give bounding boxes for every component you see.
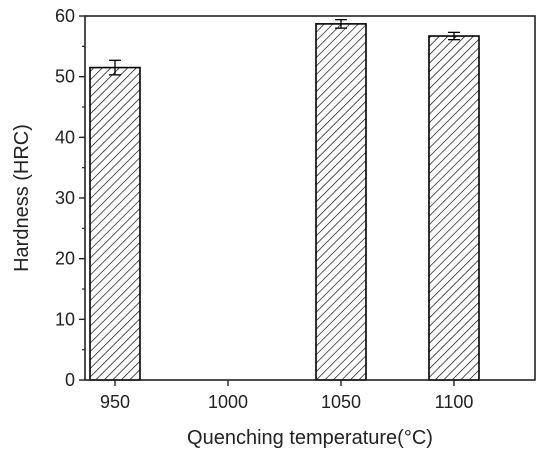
x-tick-label-1100: 1100	[435, 392, 474, 412]
x-tick-label-950: 950	[100, 392, 130, 412]
bar-1100	[428, 35, 480, 381]
y-tick-label-50: 50	[55, 67, 75, 87]
bar-950	[89, 66, 141, 381]
y-tick-label-40: 40	[55, 127, 75, 147]
bars-layer	[89, 18, 480, 381]
y-axis-title: Hardness (HRC)	[11, 124, 33, 272]
y-tick-label-30: 30	[55, 188, 75, 208]
y-tick-label-10: 10	[55, 309, 75, 329]
ticks-layer: 950 1000 1050 1100 0 10 20 30 40 50 60	[55, 6, 473, 412]
x-tick-label-1050: 1050	[321, 392, 361, 412]
x-axis-title: Quenching temperature(°C)	[187, 427, 433, 449]
x-tick-label-1000: 1000	[208, 392, 248, 412]
y-tick-label-60: 60	[55, 6, 75, 26]
y-tick-label-0: 0	[65, 370, 75, 390]
y-tick-label-20: 20	[55, 249, 75, 269]
bar-1050	[315, 23, 367, 381]
